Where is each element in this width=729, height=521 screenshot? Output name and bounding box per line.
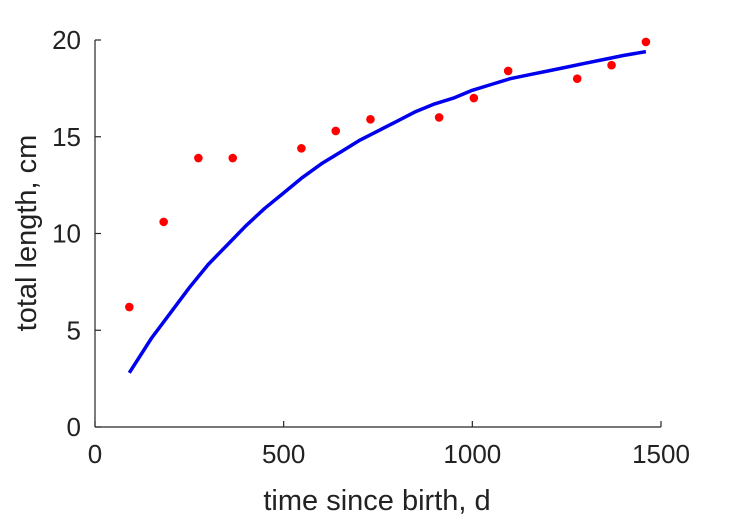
- data-point: [228, 153, 238, 163]
- y-tick-label: 15: [52, 122, 81, 152]
- axes: 0 500 1000 1500 0 5 10 15 20: [52, 25, 690, 469]
- x-tick-label: 1500: [632, 439, 690, 469]
- plot-marks: [125, 37, 651, 374]
- data-point: [641, 37, 651, 47]
- data-point: [572, 74, 582, 83]
- y-tick-label: 20: [52, 25, 81, 55]
- data-point: [125, 302, 134, 312]
- fit-curve: [127, 49, 647, 374]
- data-point: [607, 60, 616, 70]
- y-tick-label: 10: [52, 219, 81, 249]
- data-point: [434, 113, 444, 122]
- data-point: [194, 153, 203, 163]
- x-tick-label: 0: [88, 439, 102, 469]
- y-tick-label: 5: [67, 315, 81, 345]
- data-point: [159, 217, 168, 227]
- x-axis-label: time since birth, d: [263, 485, 490, 517]
- data-point: [503, 66, 513, 76]
- data-point: [331, 126, 341, 136]
- data-point: [297, 144, 306, 153]
- data-point: [469, 93, 479, 103]
- data-point: [366, 115, 375, 124]
- y-tick-label: 0: [67, 412, 81, 442]
- y-axis-label: total length, cm: [11, 135, 43, 332]
- x-tick-label: 500: [262, 439, 305, 469]
- x-tick-label: 1000: [443, 439, 501, 469]
